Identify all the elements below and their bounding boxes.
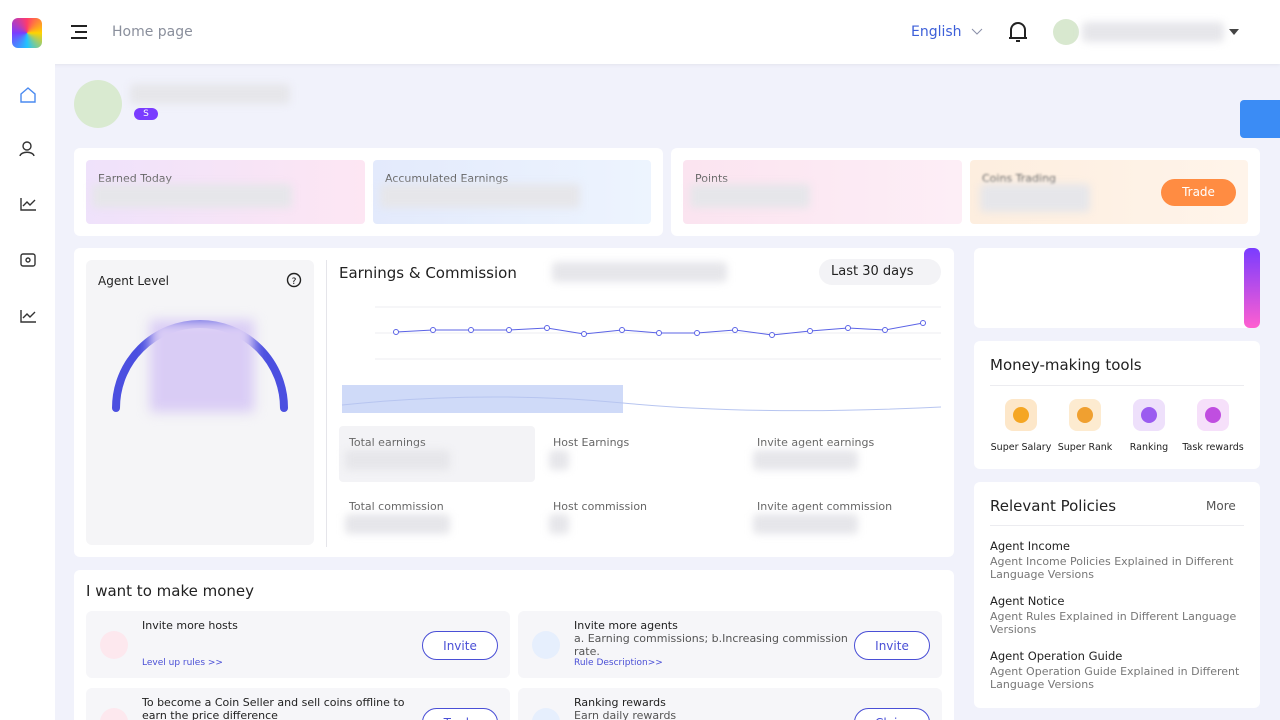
policy-title[interactable]: Agent Income xyxy=(990,539,1071,553)
policy-desc: Agent Rules Explained in Different Langu… xyxy=(990,610,1237,636)
tools-title: Money-making tools xyxy=(990,356,1142,374)
task-link[interactable]: Rule Description>> xyxy=(574,658,663,668)
level-image xyxy=(150,320,254,412)
policy-desc: Agent Operation Guide Explained in Diffe… xyxy=(990,665,1240,691)
metric-value xyxy=(753,514,858,534)
nav-title: Home page xyxy=(112,24,193,40)
separator xyxy=(990,385,1244,386)
tool-label[interactable]: Task rewards xyxy=(1182,442,1244,453)
metric-value xyxy=(549,514,569,534)
tool-label[interactable]: Super Salary xyxy=(990,442,1052,453)
task-desc: Earn daily rewards xyxy=(574,709,677,720)
stat-label: Earned Today xyxy=(98,172,173,185)
more-link[interactable]: More xyxy=(1206,499,1236,513)
banner[interactable] xyxy=(1244,248,1260,328)
task-title: Ranking rewards xyxy=(574,696,666,709)
metric-label: Total commission xyxy=(349,500,444,513)
task-link[interactable]: Level up rules >> xyxy=(142,658,223,668)
sidebar xyxy=(0,64,55,720)
trade-button[interactable]: Trade xyxy=(1161,179,1236,206)
metric-value xyxy=(345,450,450,470)
metric-label: Invite agent earnings xyxy=(757,436,875,449)
download-button[interactable] xyxy=(1240,100,1280,138)
task-button[interactable]: Trade xyxy=(422,708,498,720)
policy-title[interactable]: Agent Operation Guide xyxy=(990,649,1123,663)
make-money-title: I want to make money xyxy=(86,582,254,600)
task-button[interactable]: Invite xyxy=(422,631,498,660)
policy-title[interactable]: Agent Notice xyxy=(990,594,1065,608)
metric-label: Host Earnings xyxy=(553,436,630,449)
help-icon[interactable]: ? xyxy=(286,272,302,288)
task-title: Invite more agents xyxy=(574,619,678,632)
task-icon xyxy=(100,708,128,720)
earnings-title: Earnings & Commission xyxy=(339,264,517,282)
separator xyxy=(990,525,1244,526)
tool-icon-glyph xyxy=(1205,407,1221,423)
task-title: To become a Coin Seller and sell coins o… xyxy=(142,696,405,720)
stat-value xyxy=(980,184,1090,212)
task-desc: a. Earning commissions; b.Increasing com… xyxy=(574,632,848,658)
profile-name xyxy=(130,84,290,104)
task-icon xyxy=(532,708,560,720)
metric-label: Invite agent commission xyxy=(757,500,893,513)
metric-value xyxy=(345,514,450,534)
metric-value xyxy=(549,450,569,470)
trend-chart xyxy=(341,306,941,413)
bell-icon[interactable] xyxy=(1007,19,1029,45)
task-button[interactable]: Claim xyxy=(854,708,930,720)
task-title: Invite more hosts xyxy=(142,619,238,632)
banner-card xyxy=(974,248,1260,328)
stat-label: Points xyxy=(695,172,729,185)
user-avatar[interactable] xyxy=(1053,19,1079,45)
agent-level-title: Agent Level xyxy=(98,274,170,288)
tool-label[interactable]: Ranking xyxy=(1129,442,1169,453)
policy-desc: Agent Income Policies Explained in Diffe… xyxy=(990,555,1234,581)
blurred-info xyxy=(552,262,727,282)
stat-value xyxy=(690,184,810,208)
user-name xyxy=(1082,22,1224,42)
language[interactable]: English xyxy=(911,24,962,40)
task-icon xyxy=(532,631,560,659)
caret xyxy=(1229,29,1239,35)
menu-icon[interactable] xyxy=(70,24,88,40)
task-icon xyxy=(100,631,128,659)
metric-label: Host commission xyxy=(553,500,648,513)
tool-icon-glyph xyxy=(1077,407,1093,423)
sidebar-icons[interactable] xyxy=(18,84,38,334)
divider xyxy=(326,260,327,547)
tool-icon-glyph xyxy=(1013,407,1029,423)
profile-avatar xyxy=(74,80,122,128)
logo[interactable] xyxy=(12,18,42,48)
stat-label: Accumulated Earnings xyxy=(385,172,509,185)
range-select[interactable]: Last 30 days xyxy=(819,259,941,285)
tool-label[interactable]: Super Rank xyxy=(1057,442,1113,453)
tool-icon-glyph xyxy=(1141,407,1157,423)
metric-value xyxy=(753,450,858,470)
svg-text:?: ? xyxy=(292,277,297,287)
stat-label: Coins Trading xyxy=(982,172,1057,185)
task-button[interactable]: Invite xyxy=(854,631,930,660)
chevron xyxy=(971,28,983,35)
policies-title: Relevant Policies xyxy=(990,497,1117,515)
policies-card xyxy=(974,482,1260,708)
stat-value xyxy=(92,184,292,208)
stat-value xyxy=(380,184,580,208)
metric-label: Total earnings xyxy=(349,436,426,449)
level-badge: S xyxy=(134,108,158,120)
